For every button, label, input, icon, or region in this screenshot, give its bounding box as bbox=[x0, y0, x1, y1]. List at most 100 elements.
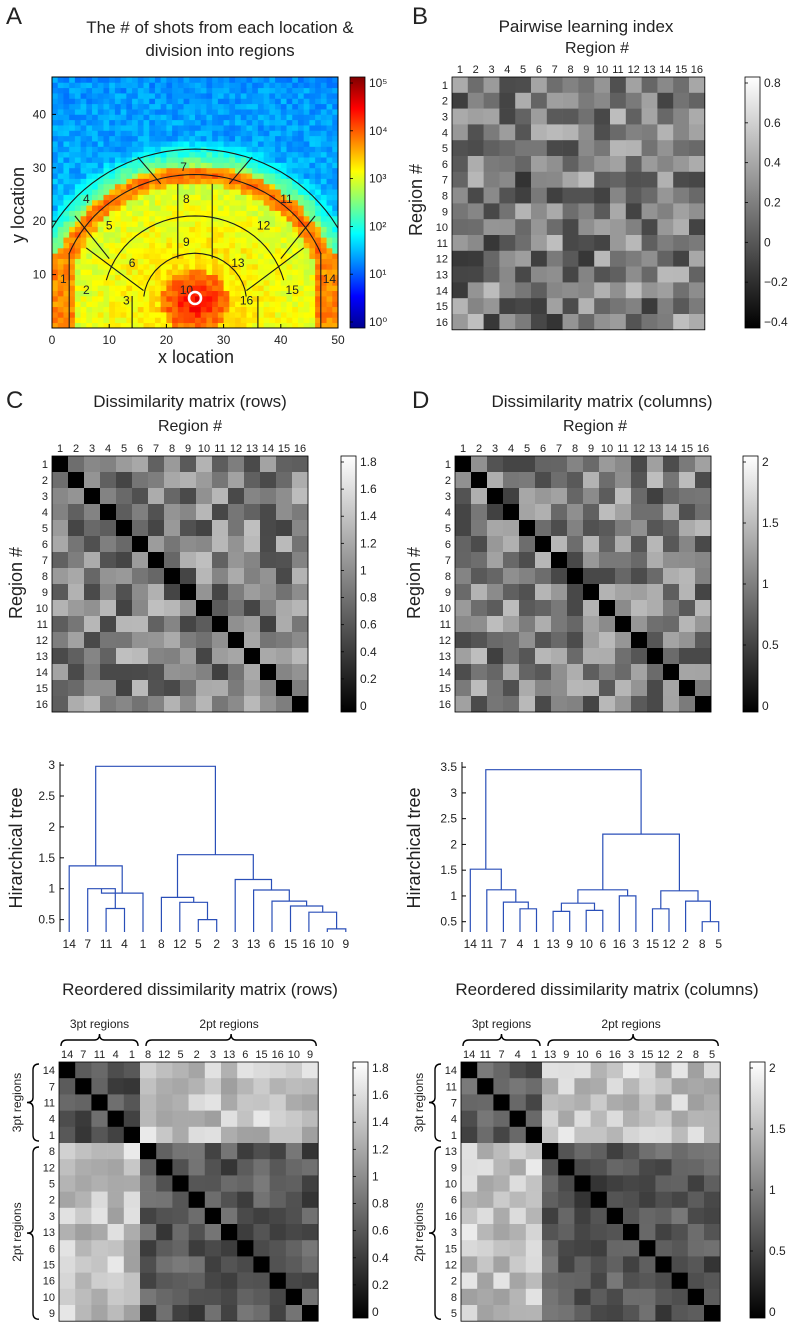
heat-cell bbox=[126, 242, 133, 249]
heat-cell bbox=[97, 77, 104, 83]
row-label: 5 bbox=[445, 523, 451, 535]
heat-cell bbox=[80, 285, 87, 292]
heat-cell bbox=[132, 183, 139, 190]
heat-cell bbox=[166, 98, 173, 105]
heat-cell bbox=[309, 301, 316, 308]
column-label: 11 bbox=[480, 1049, 491, 1061]
matrix-cell bbox=[59, 1078, 76, 1095]
matrix-cell bbox=[471, 568, 488, 585]
heat-cell bbox=[195, 194, 202, 201]
heat-cell bbox=[189, 285, 196, 292]
matrix-cell bbox=[269, 1094, 287, 1111]
heat-cell bbox=[275, 322, 282, 328]
matrix-cell bbox=[84, 568, 101, 585]
heat-cell bbox=[172, 146, 179, 153]
column-label: 12 bbox=[633, 443, 645, 455]
heat-cell bbox=[309, 135, 316, 142]
row-label: 6 bbox=[445, 539, 451, 551]
matrix-cell bbox=[100, 632, 117, 649]
matrix-cell bbox=[244, 568, 261, 585]
matrix-cell bbox=[455, 504, 472, 521]
heat-cell bbox=[280, 199, 287, 206]
matrix-cell bbox=[237, 1288, 254, 1306]
heat-cell bbox=[269, 162, 276, 169]
matrix-cell bbox=[567, 664, 584, 681]
heat-cell bbox=[103, 146, 110, 153]
matrix-cell bbox=[253, 1062, 270, 1079]
heat-cell bbox=[137, 125, 144, 131]
heat-cell bbox=[246, 205, 253, 211]
matrix-cell bbox=[525, 1062, 543, 1079]
matrix-cell bbox=[91, 1078, 108, 1095]
matrix-cell bbox=[583, 696, 600, 713]
matrix-cell bbox=[647, 632, 664, 649]
matrix-cell bbox=[671, 1126, 689, 1144]
heat-cell bbox=[74, 87, 81, 94]
heat-cell bbox=[69, 322, 76, 328]
matrix-cell bbox=[148, 472, 165, 489]
heat-cell bbox=[332, 263, 338, 270]
heat-cell bbox=[120, 194, 127, 201]
matrix-cell bbox=[180, 664, 197, 681]
heat-cell bbox=[269, 199, 276, 206]
matrix-cell bbox=[455, 680, 472, 697]
matrix-cell bbox=[487, 616, 504, 633]
heat-cell bbox=[240, 242, 247, 249]
matrix-cell bbox=[302, 1175, 319, 1192]
matrix-cell bbox=[567, 472, 584, 489]
matrix-cell bbox=[663, 552, 680, 569]
heat-cell bbox=[177, 199, 184, 206]
heat-cell bbox=[109, 125, 116, 131]
heat-cell bbox=[80, 269, 87, 275]
heat-cell bbox=[172, 87, 179, 94]
heat-cell bbox=[177, 103, 184, 110]
heat-cell bbox=[189, 269, 196, 275]
heat-cell bbox=[69, 98, 76, 105]
heat-cell bbox=[252, 151, 259, 158]
heat-cell bbox=[217, 98, 224, 105]
heat-cell bbox=[252, 194, 259, 201]
matrix-cell bbox=[285, 1191, 303, 1209]
matrix-cell bbox=[68, 520, 85, 537]
matrix-cell bbox=[221, 1126, 238, 1144]
heat-cell bbox=[97, 119, 104, 126]
heat-cell bbox=[269, 157, 276, 163]
heat-cell bbox=[200, 114, 207, 121]
matrix-cell bbox=[123, 1110, 141, 1128]
matrix-cell bbox=[140, 1272, 157, 1290]
heat-cell bbox=[303, 167, 310, 174]
heat-cell bbox=[114, 109, 122, 115]
matrix-cell bbox=[132, 536, 149, 553]
matrix-cell bbox=[221, 1305, 238, 1322]
heat-cell bbox=[149, 114, 156, 121]
heat-cell bbox=[74, 215, 81, 222]
heat-cell bbox=[189, 237, 196, 243]
matrix-cell bbox=[132, 680, 149, 697]
heat-cell bbox=[246, 194, 253, 201]
heat-cell bbox=[86, 210, 93, 217]
row-label: 5 bbox=[49, 1179, 55, 1191]
matrix-cell bbox=[641, 266, 658, 283]
heat-cell bbox=[109, 306, 116, 313]
heat-cell bbox=[69, 311, 76, 318]
matrix-cell bbox=[477, 1110, 494, 1128]
matrix-cell bbox=[164, 600, 181, 617]
heat-cell bbox=[74, 295, 81, 302]
heat-cell bbox=[74, 189, 81, 195]
matrix-cell bbox=[599, 504, 616, 521]
heat-cell bbox=[69, 279, 76, 286]
heat-cell bbox=[149, 125, 156, 131]
heat-cell bbox=[80, 295, 87, 302]
heat-cell bbox=[103, 247, 110, 254]
heat-cell bbox=[286, 114, 293, 121]
matrix-cell bbox=[84, 632, 101, 649]
tree-leaf-label: 2 bbox=[682, 937, 689, 951]
matrix-cell bbox=[204, 1305, 222, 1322]
matrix-cell bbox=[623, 1126, 640, 1144]
matrix-cell bbox=[260, 632, 277, 649]
heat-cell bbox=[132, 103, 139, 110]
heat-cell bbox=[235, 221, 242, 227]
heat-cell bbox=[223, 135, 230, 142]
heat-cell bbox=[286, 151, 293, 158]
heat-cell bbox=[154, 210, 162, 217]
